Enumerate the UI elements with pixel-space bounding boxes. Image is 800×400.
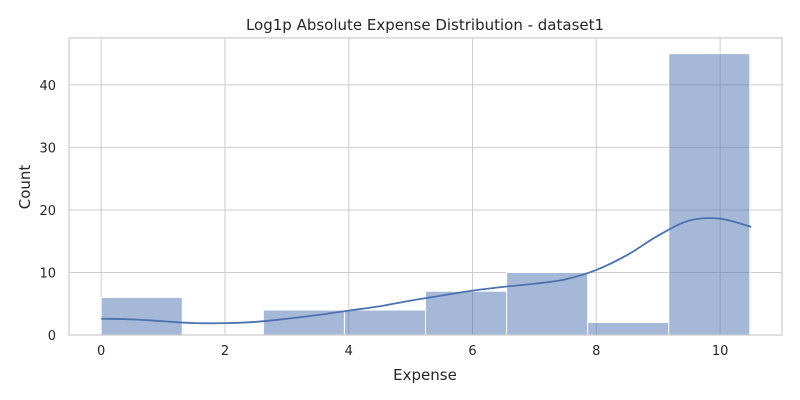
y-tick-label: 40 [39, 79, 56, 94]
x-tick-label: 0 [97, 344, 105, 359]
chart-title: Log1p Absolute Expense Distribution - da… [246, 16, 604, 34]
y-tick-label: 20 [39, 204, 56, 219]
y-tick-label: 0 [48, 329, 56, 344]
x-tick-label: 6 [468, 344, 476, 359]
histogram-bar [100, 296, 183, 336]
histogram-bar [262, 309, 345, 336]
x-axis-label: Expense [393, 366, 457, 384]
y-tick-labels: 0 10 20 30 40 [39, 79, 56, 344]
x-tick-labels: 0 2 4 6 8 10 [97, 344, 728, 359]
histogram-bar [425, 290, 508, 336]
plot-frame [68, 37, 783, 336]
y-tick-label: 10 [39, 266, 56, 281]
y-tick-label: 30 [39, 141, 56, 156]
x-tick-label: 2 [221, 344, 229, 359]
histogram-bar [343, 309, 427, 336]
x-tick-label: 4 [345, 344, 353, 359]
y-axis-label: Count [16, 165, 34, 210]
histogram-bar [668, 53, 751, 336]
kde-curve-layer [101, 217, 752, 325]
x-tick-label: 8 [592, 344, 600, 359]
x-tick-label: 10 [712, 344, 729, 359]
kde-curve [101, 217, 752, 325]
histogram-bars [100, 53, 751, 336]
histogram-bar [587, 321, 670, 336]
